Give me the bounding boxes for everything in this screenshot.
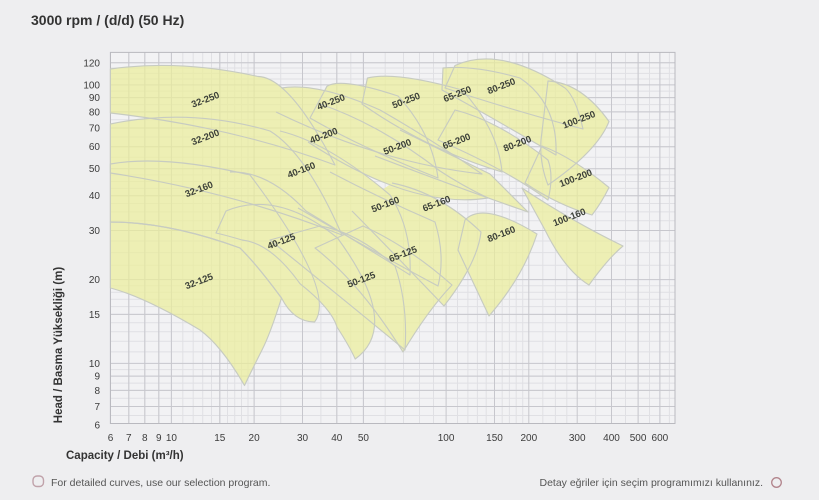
svg-text:Detay eğriler için seçim progr: Detay eğriler için seçim programımızı ku… xyxy=(540,477,764,489)
svg-text:7: 7 xyxy=(126,433,132,444)
svg-text:40: 40 xyxy=(331,433,343,444)
svg-text:Head / Basma Yüksekliği (m): Head / Basma Yüksekliği (m) xyxy=(53,267,65,424)
svg-text:400: 400 xyxy=(603,433,620,444)
svg-text:15: 15 xyxy=(89,310,101,321)
svg-text:100: 100 xyxy=(83,80,100,91)
svg-text:20: 20 xyxy=(249,433,261,444)
svg-text:10: 10 xyxy=(89,359,101,370)
svg-text:15: 15 xyxy=(214,433,226,444)
svg-text:60: 60 xyxy=(89,142,101,153)
svg-text:200: 200 xyxy=(520,433,537,444)
svg-text:70: 70 xyxy=(89,124,101,135)
svg-text:100: 100 xyxy=(438,433,455,444)
svg-text:7: 7 xyxy=(94,402,100,413)
svg-text:20: 20 xyxy=(89,275,101,286)
svg-text:Capacity / Debi (m³/h): Capacity / Debi (m³/h) xyxy=(66,450,184,462)
svg-text:9: 9 xyxy=(94,372,100,383)
svg-text:500: 500 xyxy=(630,433,647,444)
svg-text:50: 50 xyxy=(358,433,370,444)
svg-text:6: 6 xyxy=(108,433,114,444)
svg-text:30: 30 xyxy=(89,226,101,237)
svg-text:6: 6 xyxy=(94,421,100,432)
svg-text:300: 300 xyxy=(569,433,586,444)
svg-text:90: 90 xyxy=(89,93,101,104)
svg-text:30: 30 xyxy=(297,433,309,444)
svg-text:9: 9 xyxy=(156,433,162,444)
svg-text:10: 10 xyxy=(166,433,178,444)
svg-text:120: 120 xyxy=(83,58,100,69)
svg-text:For detailed curves, use our s: For detailed curves, use our selection p… xyxy=(51,477,270,489)
svg-text:3000 rpm / (d/d) (50 Hz): 3000 rpm / (d/d) (50 Hz) xyxy=(31,12,184,28)
svg-text:40: 40 xyxy=(89,191,101,202)
svg-text:50: 50 xyxy=(89,164,101,175)
svg-text:8: 8 xyxy=(142,433,148,444)
svg-text:150: 150 xyxy=(486,433,503,444)
svg-text:80: 80 xyxy=(89,107,101,118)
svg-text:600: 600 xyxy=(652,433,669,444)
svg-text:8: 8 xyxy=(94,386,100,397)
